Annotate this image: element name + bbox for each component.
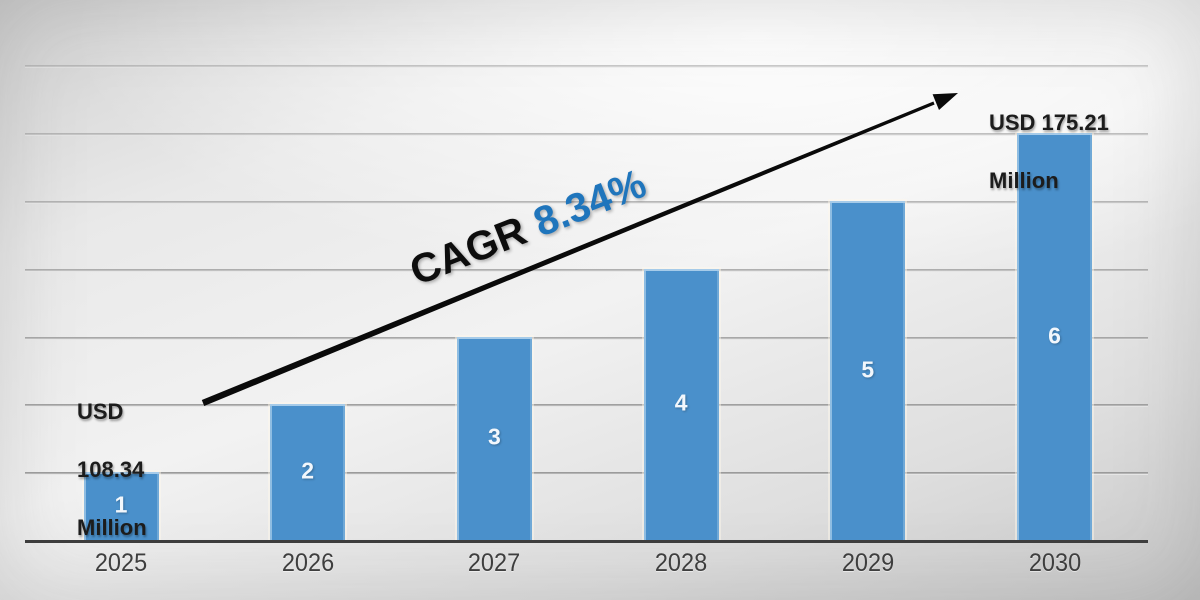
bar-2026: 2	[270, 404, 346, 540]
bar-2028: 4	[643, 268, 719, 540]
x-axis-label-2028: 2028	[654, 549, 708, 577]
bar-2029: 5	[830, 201, 906, 540]
x-axis-label-2025: 2025	[94, 549, 148, 577]
start-value-line-2: 108.34	[77, 457, 145, 482]
x-axis-label-2030: 2030	[1028, 549, 1081, 577]
bar-2027: 3	[456, 336, 532, 540]
gridline	[25, 133, 1148, 137]
x-axis-label-2027: 2027	[468, 549, 521, 577]
bar-2030: 6	[1017, 133, 1092, 540]
bar-value-label: 2	[301, 457, 315, 484]
cagr-label: CAGR8.34%	[389, 154, 667, 300]
start-value-line-3: Million	[77, 515, 147, 540]
bar-value-label: 5	[861, 355, 875, 382]
gridline	[25, 472, 1148, 476]
gridline	[25, 65, 1148, 69]
cagr-prefix: CAGR	[403, 207, 533, 295]
start-value-line-1: USD	[77, 399, 124, 424]
end-value-line-1: USD 175.21	[989, 110, 1109, 135]
gridline	[25, 268, 1148, 272]
bar-value-label: 6	[1048, 321, 1061, 348]
cagr-value: 8.34%	[527, 159, 653, 246]
x-axis-label-2029: 2029	[841, 549, 894, 577]
end-value-callout: USD 175.21 Million	[989, 79, 1109, 224]
bar-value-label: 4	[674, 389, 688, 416]
gridline	[25, 336, 1148, 340]
gridline	[25, 404, 1148, 408]
trend-arrow-head	[932, 93, 958, 110]
bar-value-label: 3	[487, 423, 501, 450]
start-value-callout: USD 108.34 Million	[77, 368, 147, 571]
x-axis-label-2026: 2026	[281, 549, 334, 577]
bar-value-label: 1	[114, 491, 128, 518]
bar-2025: 1	[83, 472, 159, 540]
trend-arrow-shaft	[201, 101, 935, 406]
end-value-line-2: Million	[989, 168, 1059, 193]
x-axis-line	[25, 540, 1148, 543]
